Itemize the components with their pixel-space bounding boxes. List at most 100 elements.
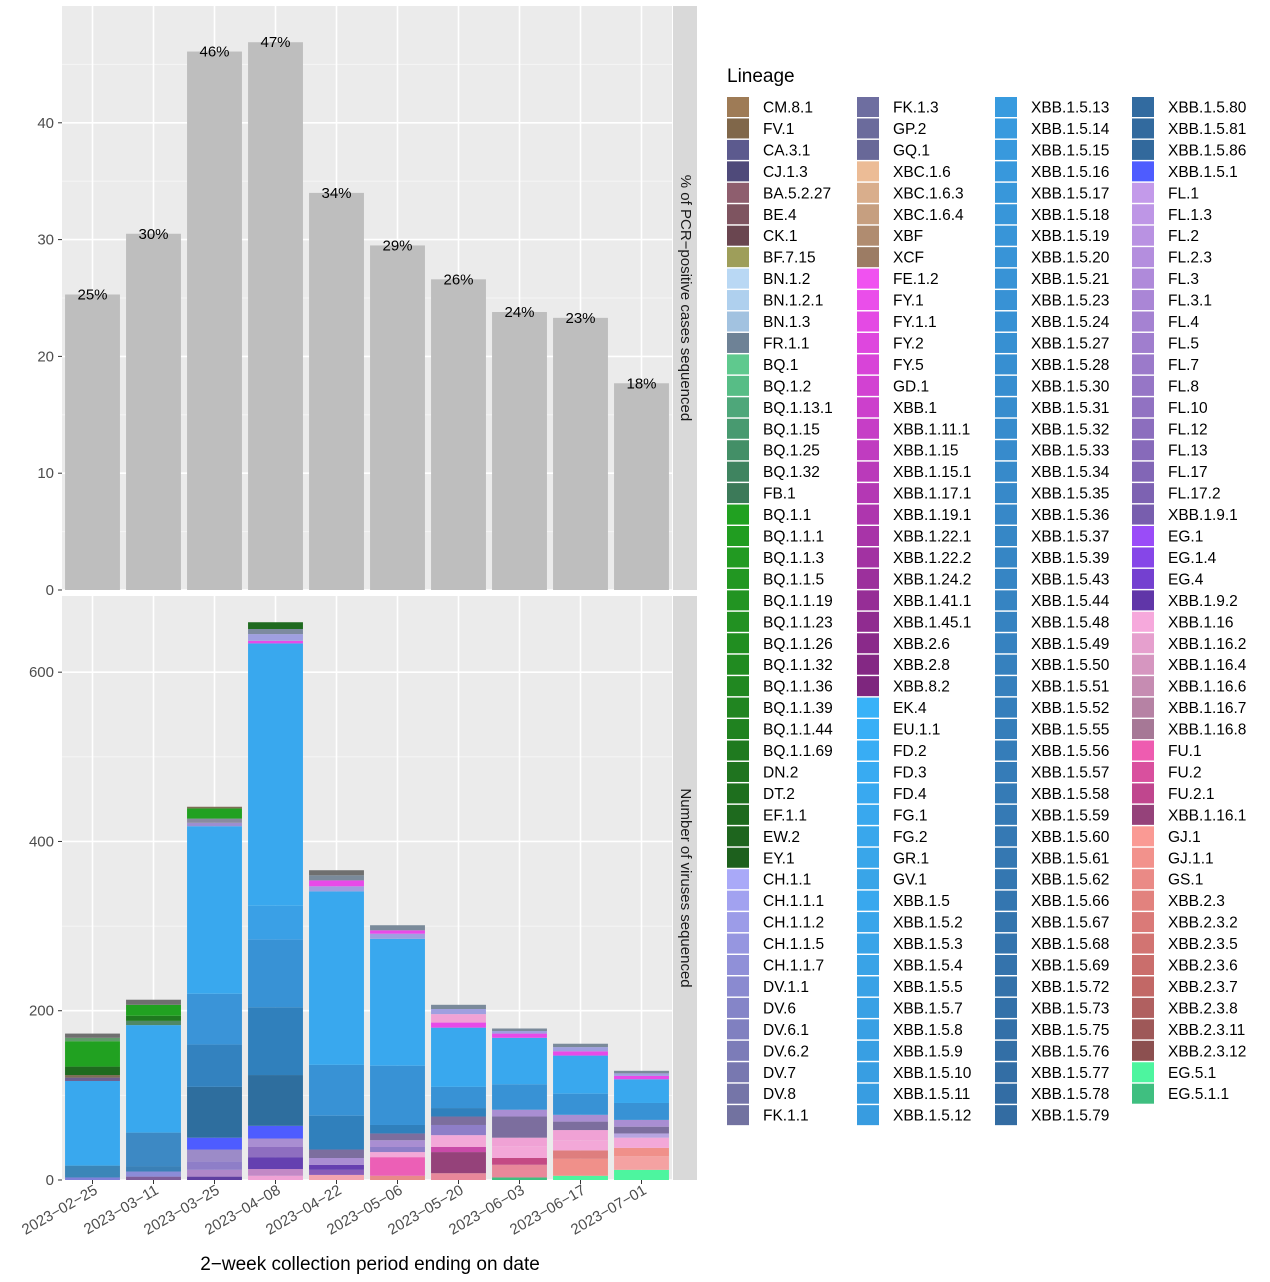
legend-label: FB.1 [763, 486, 796, 503]
legend-swatch [727, 483, 749, 504]
legend-label: FE.1.2 [893, 271, 939, 288]
bar-segment [431, 1116, 486, 1125]
bar-segment [248, 640, 303, 644]
legend-label: GD.1 [893, 378, 929, 395]
legend-swatch [1132, 332, 1154, 353]
legend-label: XBB.1.5.16 [1031, 164, 1109, 181]
legend-label: XBB.1.24.2 [893, 571, 971, 588]
bar-segment [431, 1108, 486, 1117]
legend-swatch [857, 633, 879, 654]
legend-label: FL.4 [1168, 314, 1199, 331]
bar-segment [431, 1146, 486, 1153]
legend-swatch [995, 225, 1017, 246]
legend-label: BQ.1.15 [763, 421, 820, 438]
legend-swatch [1132, 440, 1154, 461]
bar-segment [309, 1164, 364, 1170]
bar-segment [187, 1176, 242, 1180]
legend-label: FY.1 [893, 293, 924, 310]
bar-data-label: 34% [321, 185, 351, 202]
bar-segment [431, 1124, 486, 1136]
legend-swatch [1132, 912, 1154, 933]
legend-label: XBB.1.5.72 [1031, 979, 1109, 996]
bar-segment [370, 925, 425, 931]
legend-label: XBB.1.5.33 [1031, 443, 1109, 460]
bar-segment [126, 1025, 181, 1133]
legend-label: FL.12 [1168, 421, 1208, 438]
legend-label: GQ.1 [893, 142, 930, 159]
legend-label: FD.3 [893, 764, 927, 781]
legend-swatch [857, 418, 879, 439]
bar [65, 294, 120, 590]
bar [370, 245, 425, 590]
legend-swatch [1132, 697, 1154, 718]
legend-swatch [857, 504, 879, 525]
legend-label: DV.6.2 [763, 1043, 809, 1060]
legend-label: XBB.1.15 [893, 443, 959, 460]
legend-label: XBB.1.5.20 [1031, 250, 1110, 267]
bar-segment [248, 622, 303, 630]
legend-swatch [727, 461, 749, 482]
bar-data-label: 24% [504, 304, 534, 321]
legend-swatch [857, 204, 879, 225]
legend-label: DN.2 [763, 764, 798, 781]
legend-swatch [727, 933, 749, 954]
legend-swatch [727, 268, 749, 289]
bar-segment [309, 1174, 364, 1180]
legend-swatch [857, 161, 879, 182]
legend-swatch [1132, 719, 1154, 740]
legend-swatch [727, 182, 749, 203]
bar-segment [492, 1146, 547, 1158]
legend-label: XBB.1.5.77 [1031, 1065, 1109, 1082]
bar-segment [553, 1114, 608, 1122]
legend-label: BN.1.2.1 [763, 293, 823, 310]
legend-label: FU.2 [1168, 764, 1202, 781]
legend-swatch [995, 783, 1017, 804]
legend-label: FL.17.2 [1168, 486, 1221, 503]
bar-segment [492, 1033, 547, 1038]
legend-label: DV.6.1 [763, 1022, 809, 1039]
legend-swatch [727, 869, 749, 890]
legend-label: XBB.1.5.10 [893, 1065, 972, 1082]
bar [431, 279, 486, 590]
bar-segment [614, 1079, 669, 1103]
bar [492, 312, 547, 590]
legend-swatch [1132, 676, 1154, 697]
legend-label: EK.4 [893, 700, 927, 717]
legend-swatch [727, 504, 749, 525]
legend-swatch [995, 976, 1017, 997]
y-tick-label: 10 [37, 465, 54, 482]
legend-label: XBB.1.5.19 [1031, 228, 1109, 245]
legend-label: XBB.1.16.8 [1168, 722, 1246, 739]
bar-segment [492, 1137, 547, 1147]
legend-swatch [995, 97, 1017, 117]
legend-label: BF.7.15 [763, 250, 816, 267]
legend-label: CJ.1.3 [763, 164, 808, 181]
legend-swatch [1132, 611, 1154, 632]
legend-label: CH.1.1.2 [763, 915, 824, 932]
legend-swatch [1132, 547, 1154, 568]
legend-label: XBB.1.15.1 [893, 464, 971, 481]
bar-segment [187, 806, 242, 809]
bar-segment [431, 1027, 486, 1087]
legend-swatch [995, 654, 1017, 675]
legend-swatch [995, 611, 1017, 632]
bar-segment [431, 1135, 486, 1147]
bar-data-label: 26% [443, 271, 473, 288]
bar-segment [248, 1157, 303, 1169]
bar-segment [65, 1080, 120, 1166]
legend-label: XBB.1.5.75 [1031, 1022, 1109, 1039]
legend-swatch [727, 118, 749, 139]
legend-swatch [995, 1105, 1017, 1126]
legend-swatch [727, 611, 749, 632]
legend-swatch [995, 247, 1017, 268]
legend-label: XBB.1.5.21 [1031, 271, 1109, 288]
legend-label: XBB.2.3.5 [1168, 936, 1238, 953]
bar-segment [248, 643, 303, 906]
legend-swatch [857, 761, 879, 782]
legend-swatch [995, 483, 1017, 504]
bar-segment [614, 1169, 669, 1180]
y-tick-label: 200 [29, 1003, 54, 1020]
legend-label: FL.3 [1168, 271, 1199, 288]
legend-swatch [995, 204, 1017, 225]
bar-segment [614, 1156, 669, 1170]
